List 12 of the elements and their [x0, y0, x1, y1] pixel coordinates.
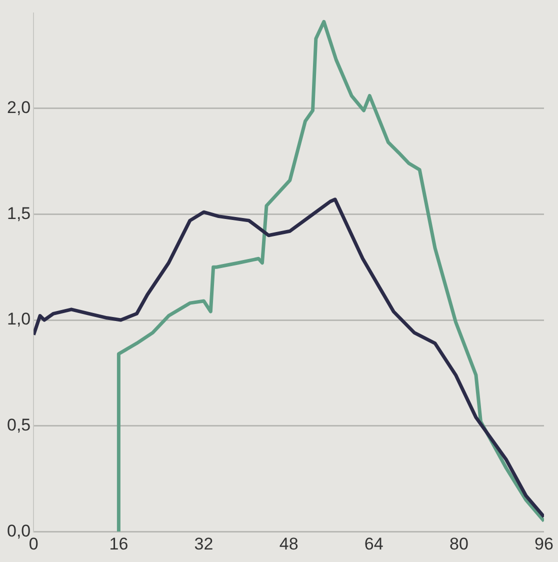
x-tick-label: 32: [194, 534, 214, 554]
x-tick-label: 48: [279, 534, 298, 554]
y-tick-label: 1,5: [6, 204, 31, 223]
x-tick-label: 64: [364, 534, 384, 554]
y-tick-label: 1,0: [6, 310, 31, 329]
y-tick-label: 0,5: [6, 415, 31, 434]
x-tick-label: 16: [109, 534, 128, 554]
y-tick-label: 2,0: [6, 98, 31, 118]
x-tick-label: 0: [28, 534, 38, 554]
x-tick-label: 96: [534, 534, 554, 554]
x-tick-label: 80: [449, 534, 468, 554]
y-tick-label: 0,0: [6, 521, 31, 540]
